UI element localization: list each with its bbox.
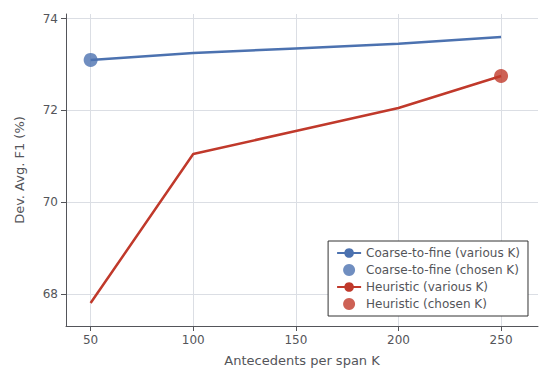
svg-text:Coarse-to-fine (various K): Coarse-to-fine (various K) — [366, 246, 520, 260]
svg-text:68: 68 — [43, 287, 58, 301]
svg-text:72: 72 — [43, 103, 58, 117]
svg-text:100: 100 — [182, 333, 205, 347]
svg-text:200: 200 — [387, 333, 410, 347]
svg-text:Dev. Avg. F1 (%): Dev. Avg. F1 (%) — [12, 116, 27, 224]
svg-text:70: 70 — [43, 195, 58, 209]
svg-text:150: 150 — [284, 333, 307, 347]
svg-text:74: 74 — [43, 12, 58, 26]
svg-text:Coarse-to-fine (chosen K): Coarse-to-fine (chosen K) — [366, 263, 519, 277]
svg-text:Heuristic (chosen K): Heuristic (chosen K) — [366, 297, 487, 311]
svg-text:50: 50 — [83, 333, 98, 347]
svg-text:250: 250 — [490, 333, 513, 347]
svg-text:Antecedents per span K: Antecedents per span K — [224, 353, 380, 368]
svg-text:Heuristic (various K): Heuristic (various K) — [366, 280, 488, 294]
